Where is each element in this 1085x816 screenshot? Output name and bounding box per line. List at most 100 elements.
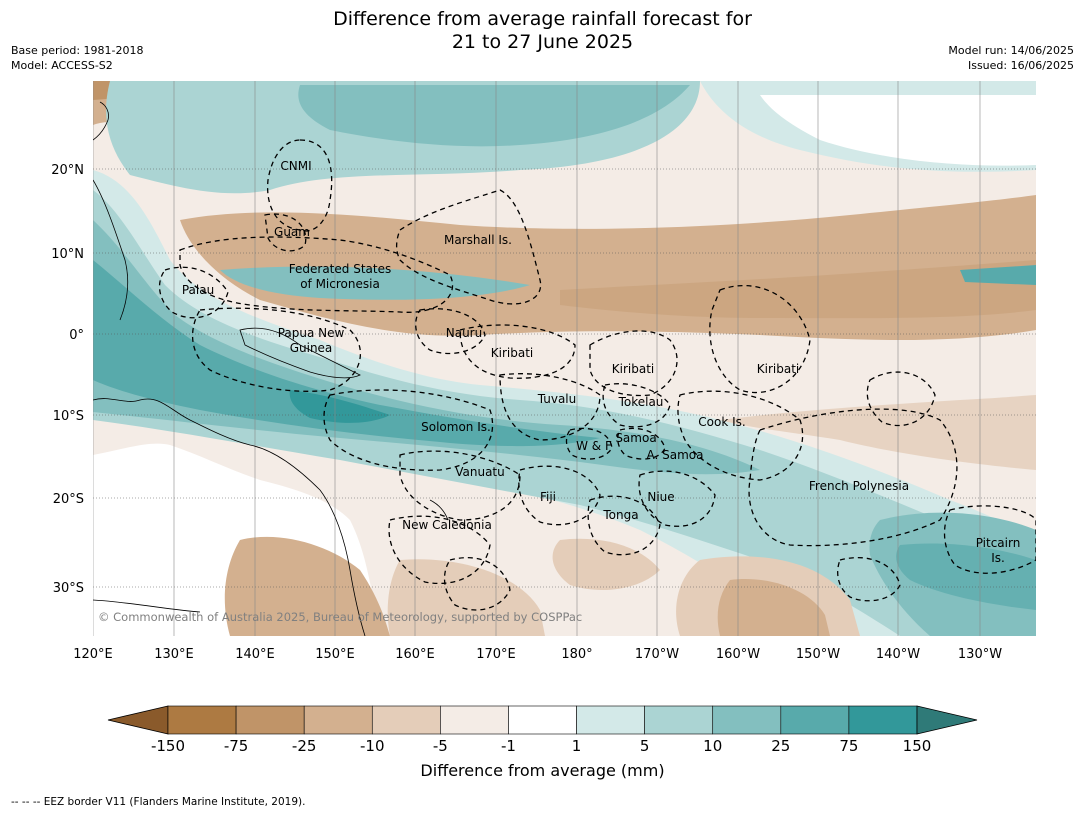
region-label-marshall: Marshall Is. [444,233,512,247]
colorbar: -150 -75 -25 -10 -5 -1 1 5 10 25 75 150 [107,705,978,755]
region-label-fsm2: of Micronesia [300,277,380,291]
south-dry-patch-1 [552,538,660,590]
colorbar-unit-label: Difference from average (mm) [420,761,665,780]
central-dry-band [180,195,1036,340]
eez-niue [638,470,716,527]
eez-vanuatu [399,450,521,521]
region-label-tokelau: Tokelau [618,395,664,409]
colorbar-bin [576,705,645,735]
eez-austral [837,556,901,602]
region-label-samoa: Samoa [615,431,656,445]
eez-footnote: -- -- -- EEZ border V11 (Flanders Marine… [11,796,306,808]
region-label-niue: Niue [647,490,674,504]
region-label-solomon: Solomon Is. [421,420,491,434]
lat-tick-label: 30°S [53,581,84,596]
eez-marquesas [866,371,936,427]
colorbar-extend-high [916,705,978,735]
lon-tick-label: 150°W [796,647,840,662]
lon-tick-label: 120°E [73,647,113,662]
region-label-cook: Cook Is. [698,415,745,429]
lon-tick-label: 170°E [476,647,516,662]
east-wet-streak [960,265,1036,285]
model-text: Model: ACCESS-S2 [11,59,113,72]
colorbar-bin [235,705,305,735]
eez-samoa [617,427,666,460]
colorbar-tick-label: -5 [433,737,448,755]
graticule [93,81,1036,636]
west-wet-band-10 [93,190,1036,636]
eez-borders [158,139,1036,611]
south-dry-patch-3 [717,579,830,636]
model-run-text: Model run: 14/06/2025 [948,44,1074,57]
map-title-line-2: 21 to 27 June 2025 [451,31,634,53]
eez-png [191,307,361,392]
latitude-labels: 20°N 10°N 0° 10°S 20°S 30°S [51,163,84,596]
eez-solomon [323,389,494,471]
colorbar-tick-label: 10 [703,737,722,755]
lat-tick-label: 10°S [53,409,84,424]
lat-tick-label: 0° [69,328,84,343]
lat-tick-label: 20°S [53,492,84,507]
new-caledonia-coastline [429,499,449,521]
region-label-frpoly: French Polynesia [809,479,909,493]
west-wet-band-75 [93,260,600,447]
lon-tick-label: 150°E [315,647,355,662]
map-title-line-1: Difference from average rainfall forecas… [333,8,752,30]
region-label-fsm1: Federated States [289,262,391,276]
region-label-vanuatu: Vanuatu [455,465,505,479]
region-label-guam: Guam [274,225,310,239]
region-label-tuvalu: Tuvalu [537,392,577,406]
lon-tick-label: 140°E [235,647,275,662]
lon-tick-label: 130°W [958,647,1002,662]
region-label-wf: W & F [576,439,612,453]
colorbar-bin [303,705,373,735]
eez-kiribati-west [459,324,576,379]
lon-tick-label: 180° [561,647,592,662]
colorbar-tick-label: -10 [360,737,385,755]
philippines-coastline [93,179,129,321]
region-label-fiji: Fiji [540,490,556,504]
pitcairn-wet-core [896,543,1036,610]
region-label-pitcairn1: Pitcairn [976,536,1021,550]
colorbar-bin [848,705,918,735]
colorbar-bin [780,705,850,735]
lon-tick-label: 170°W [635,647,679,662]
region-label-pitcairn2: Is. [991,551,1005,565]
colorbar-bin [167,705,237,735]
region-label-cnmi: CNMI [280,159,311,173]
region-label-kiribati-c: Kiribati [612,362,654,376]
colorbar-bin [440,705,509,735]
lat-tick-label: 10°N [51,247,84,262]
lon-tick-label: 160°E [395,647,435,662]
colorbar-bin [508,705,577,735]
colorbar-tick-label: -150 [151,737,185,755]
region-label-tonga: Tonga [602,508,638,522]
lon-tick-label: 140°W [876,647,920,662]
eez-nauru [415,308,486,355]
taiwan-coastline [93,101,109,141]
eez-kiribati-central [589,330,678,397]
region-label-palau: Palau [182,283,214,297]
region-label-kiribati-w: Kiribati [491,346,533,360]
colorbar-bin [644,705,714,735]
eez-french-polynesia [748,408,958,547]
eez-tuvalu [499,373,601,441]
eez-cook [677,390,804,481]
base-period-text: Base period: 1981-2018 [11,44,144,57]
central-dry-core [560,260,1036,319]
colorbar-tick-label: 5 [640,737,650,755]
lon-tick-label: 160°W [716,647,760,662]
colorbar-tick-label: -1 [501,737,516,755]
issued-text: Issued: 16/06/2025 [967,59,1074,72]
region-label-newcal: New Caledonia [402,518,492,532]
south-dry-patch-4 [387,559,545,636]
eez-cnmi [266,139,333,232]
meta-left: Base period: 1981-2018 Model: ACCESS-S2 [11,43,143,73]
eez-marshall [395,189,542,305]
colorbar-tick-label: 25 [771,737,790,755]
north-wet-core [298,85,690,147]
australia-dry-patch [224,536,390,636]
eez-tokelau [602,383,671,428]
australia-coastline [93,398,366,636]
